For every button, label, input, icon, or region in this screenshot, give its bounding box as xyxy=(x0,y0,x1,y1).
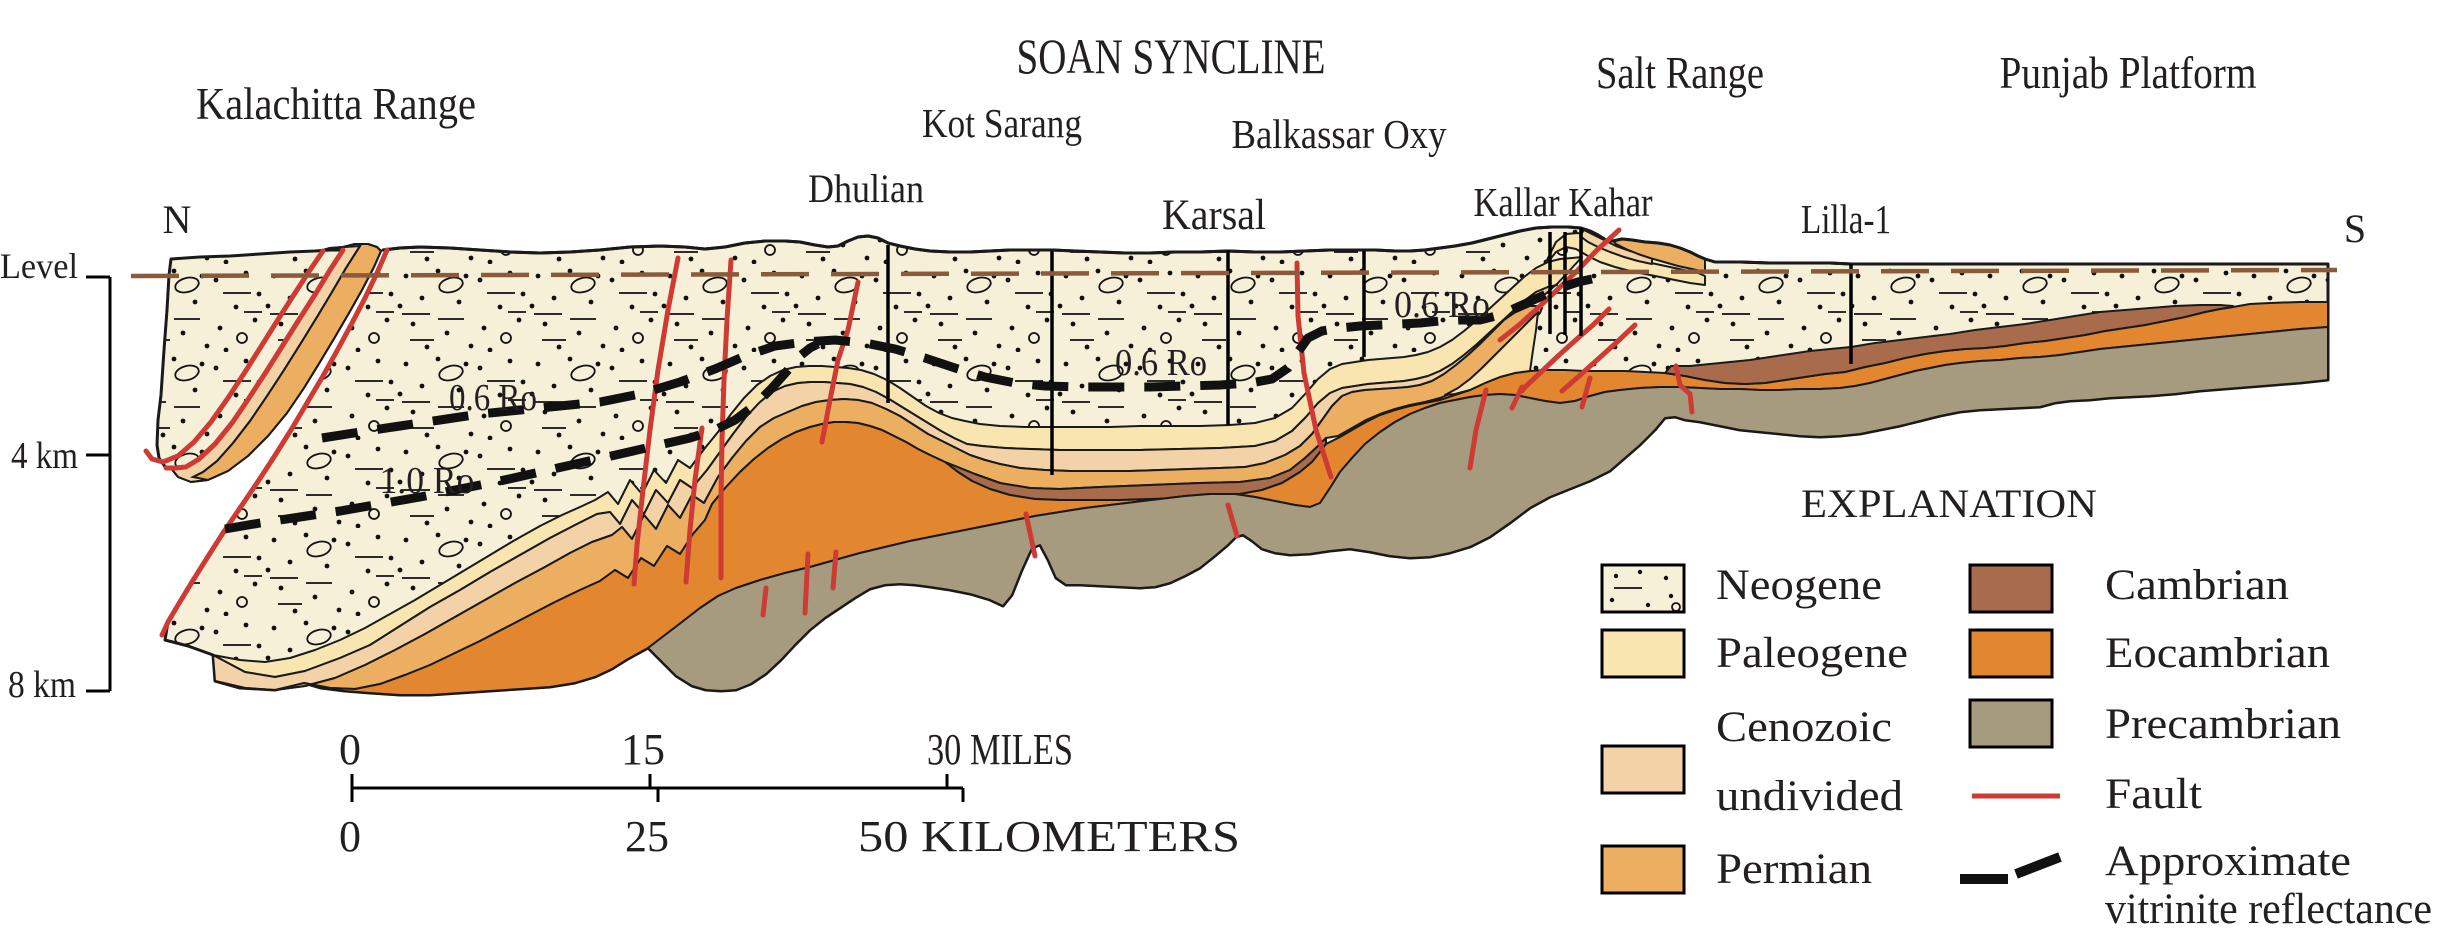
svg-text:Kalachitta Range: Kalachitta Range xyxy=(196,79,476,129)
svg-text:15: 15 xyxy=(621,725,665,774)
svg-text:SOAN SYNCLINE: SOAN SYNCLINE xyxy=(1017,28,1326,84)
svg-text:Precambrian: Precambrian xyxy=(2105,701,2341,748)
svg-text:25: 25 xyxy=(625,812,669,861)
svg-text:Punjab Platform: Punjab Platform xyxy=(2000,48,2257,98)
svg-text:Cenozoic: Cenozoic xyxy=(1716,704,1892,751)
svg-text:Permian: Permian xyxy=(1716,846,1872,893)
svg-text:Neogene: Neogene xyxy=(1716,562,1882,609)
svg-text:Paleogene: Paleogene xyxy=(1716,630,1908,677)
svg-text:Karsal: Karsal xyxy=(1162,192,1266,239)
svg-text:1.0 Ro: 1.0 Ro xyxy=(380,460,475,502)
svg-text:Level: Level xyxy=(0,246,78,286)
svg-text:50 KILOMETERS: 50 KILOMETERS xyxy=(858,812,1240,861)
svg-text:0.6 Ro: 0.6 Ro xyxy=(1394,284,1490,326)
svg-text:8 km: 8 km xyxy=(8,664,76,706)
svg-text:Kot Sarang: Kot Sarang xyxy=(922,100,1082,146)
svg-text:vitrinite reflectance: vitrinite reflectance xyxy=(2105,886,2432,933)
svg-text:0: 0 xyxy=(339,812,361,861)
svg-text:Salt Range: Salt Range xyxy=(1596,48,1764,98)
svg-text:Kallar Kahar: Kallar Kahar xyxy=(1474,179,1653,225)
svg-text:EXPLANATION: EXPLANATION xyxy=(1801,481,2097,526)
svg-text:Fault: Fault xyxy=(2105,771,2202,818)
svg-text:Lilla-1: Lilla-1 xyxy=(1801,196,1891,242)
svg-text:S: S xyxy=(2344,206,2366,251)
svg-text:0.6 Ro: 0.6 Ro xyxy=(1115,342,1207,384)
svg-text:Approximate: Approximate xyxy=(2105,838,2351,885)
svg-text:Cambrian: Cambrian xyxy=(2105,562,2289,609)
svg-text:N: N xyxy=(163,197,192,242)
svg-text:4 km: 4 km xyxy=(11,435,78,477)
svg-text:0.6 Ro: 0.6 Ro xyxy=(449,377,537,419)
svg-text:Balkassar Oxy: Balkassar Oxy xyxy=(1232,111,1447,157)
svg-text:undivided: undivided xyxy=(1716,773,1903,820)
svg-text:0: 0 xyxy=(339,725,361,774)
svg-text:30 MILES: 30 MILES xyxy=(927,725,1073,774)
svg-text:Dhulian: Dhulian xyxy=(808,166,924,211)
svg-text:Eocambrian: Eocambrian xyxy=(2105,630,2330,677)
